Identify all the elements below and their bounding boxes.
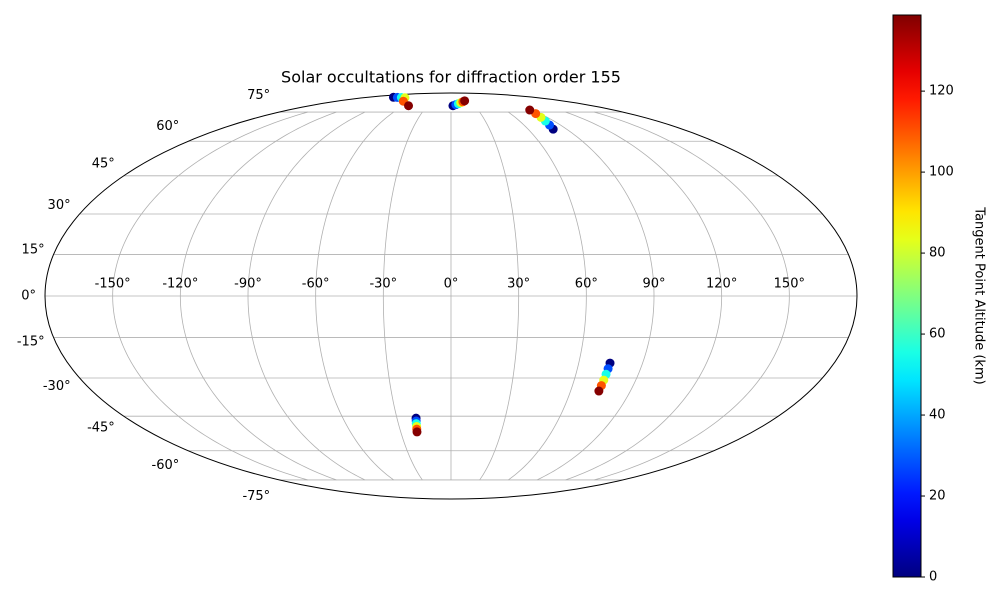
data-point [460, 96, 470, 106]
grid-line [479, 111, 520, 481]
colorbar-tick-label: 40 [929, 408, 946, 423]
y-tick-label: -45° [87, 421, 115, 436]
y-tick-label: 60° [156, 119, 179, 134]
grid-line [247, 111, 366, 481]
grid-line [565, 111, 723, 481]
y-tick-label: -15° [17, 334, 45, 349]
y-tick-label: -60° [152, 458, 180, 473]
colorbar [892, 14, 922, 578]
y-tick-label: 30° [48, 198, 71, 213]
x-tick-label: -60° [302, 277, 330, 292]
y-tick-label: 15° [22, 243, 45, 258]
grid-line [382, 111, 423, 481]
colorbar-label: Tangent Point Altitude (km) [972, 206, 987, 384]
data-point [404, 101, 414, 111]
x-tick-label: 90° [642, 277, 665, 292]
colorbar-tick-label: 80 [929, 246, 946, 261]
colorbar-tick-label: 0 [929, 570, 937, 585]
data-point [525, 105, 535, 115]
x-tick-label: -90° [234, 277, 262, 292]
x-tick-label: 120° [706, 277, 737, 292]
y-tick-label: -75° [242, 489, 270, 504]
data-point [412, 427, 422, 437]
colorbar-tick-label: 100 [929, 165, 954, 180]
y-tick-label: -30° [43, 379, 71, 394]
colorbar-tick-label: 60 [929, 327, 946, 342]
y-tick-label: 75° [247, 88, 270, 103]
chart-title: Solar occultations for diffraction order… [281, 68, 621, 87]
x-tick-label: -30° [369, 277, 397, 292]
x-tick-label: 0° [444, 277, 459, 292]
grid-line [315, 111, 394, 481]
grid-line [536, 111, 655, 481]
x-tick-label: 60° [575, 277, 598, 292]
x-tick-label: -150° [95, 277, 131, 292]
colorbar-tick-label: 120 [929, 84, 954, 99]
x-tick-label: -120° [162, 277, 198, 292]
grid-line [112, 111, 308, 481]
y-tick-label: 45° [92, 156, 115, 171]
colorbar-tick-label: 20 [929, 489, 946, 504]
map-boundary [44, 92, 858, 500]
grid-line [508, 111, 587, 481]
y-tick-label: 0° [21, 289, 36, 304]
grid-line [179, 111, 337, 481]
data-point [594, 386, 604, 396]
grid-line [594, 111, 790, 481]
x-tick-label: 150° [774, 277, 805, 292]
x-tick-label: 30° [507, 277, 530, 292]
